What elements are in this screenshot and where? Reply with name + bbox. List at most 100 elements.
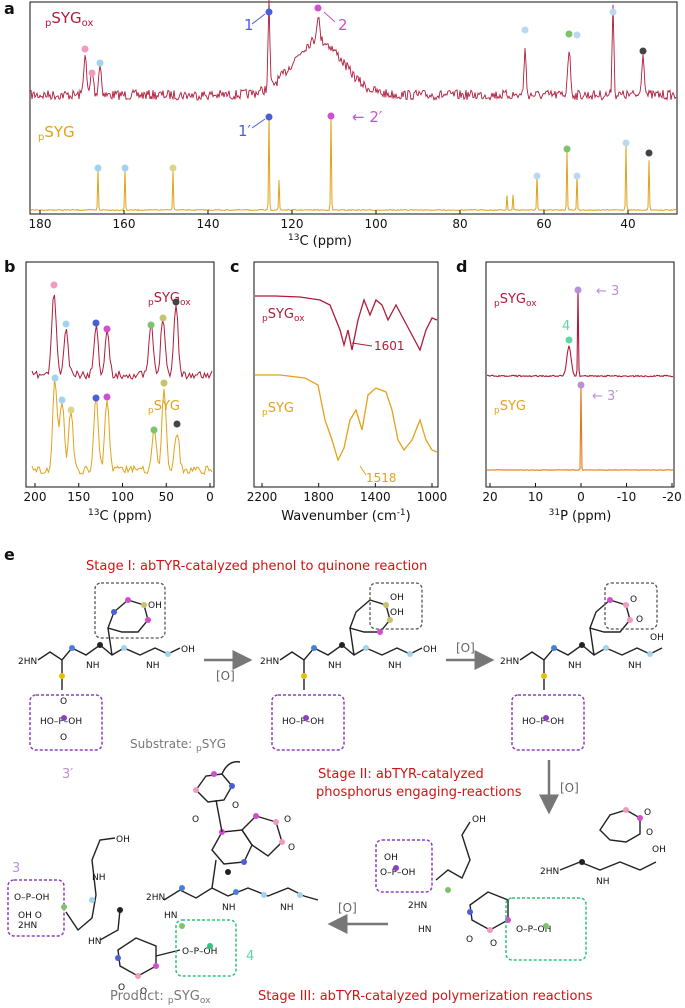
backbone-bond xyxy=(163,887,319,901)
chem-text: 2HN xyxy=(260,657,279,667)
marker-2-dot xyxy=(314,4,322,12)
peak-dot xyxy=(94,164,102,172)
marker-3-label: ← 3 xyxy=(596,284,619,299)
atom-dot xyxy=(233,889,239,895)
peak-dot xyxy=(609,8,617,16)
peak-dot xyxy=(521,26,529,34)
marker-3p-dot xyxy=(577,381,585,389)
peak-dot xyxy=(51,374,59,382)
peak-dot xyxy=(58,396,66,404)
panel-a: a pSYGox pSYG 1 2 1′ ← 2′ xyxy=(4,0,678,249)
atom-dot xyxy=(637,815,643,821)
panel-b-bottom-sample: pSYG xyxy=(148,399,180,416)
marker-1p-dot xyxy=(265,113,273,121)
peak-dot xyxy=(622,139,630,147)
chem-text: OH xyxy=(116,835,130,845)
wavy-bond xyxy=(221,761,241,775)
atom-dot xyxy=(623,602,629,608)
chem-text: O xyxy=(490,939,497,949)
peak-dot xyxy=(565,30,573,38)
peak-dot xyxy=(645,149,653,157)
atom-dot xyxy=(603,645,609,651)
backbone-bond xyxy=(435,821,471,881)
panel-d-bottom-sample: pSYG xyxy=(494,399,526,416)
atom-dot xyxy=(579,859,585,865)
chem-text: O xyxy=(646,828,653,838)
peak-dot xyxy=(92,394,100,402)
chem-text: NH xyxy=(222,903,236,913)
peak-dot xyxy=(92,319,100,327)
label-3: 3 xyxy=(12,861,20,876)
peak-dot xyxy=(81,45,89,53)
oxidant-2: [O] xyxy=(456,641,475,655)
chem-text: 2HN xyxy=(500,657,519,667)
peak-dot xyxy=(96,59,104,67)
chem-text: HO–P–OH xyxy=(522,717,564,727)
ring-link-bond xyxy=(215,799,223,833)
chem-text: O xyxy=(466,935,473,945)
atom-dot xyxy=(273,819,279,825)
atom-dot xyxy=(407,651,413,657)
substrate-caption: Substrate: pSYG xyxy=(130,737,226,754)
panel-c-top-sample: pSYGox xyxy=(262,307,305,324)
marker-2p-dot xyxy=(327,112,335,120)
stage-2-title-line1: Stage II: abTYR-catalyzed xyxy=(318,767,484,782)
axis-tick-label: 140 xyxy=(197,217,220,231)
chem-text: NH xyxy=(596,877,610,887)
chem-text: NH xyxy=(328,661,342,671)
atom-dot xyxy=(59,673,65,679)
chem-text: O–P–OH xyxy=(516,925,551,935)
panel-a-frame xyxy=(29,1,678,215)
aromatic-ring xyxy=(107,599,149,633)
peak-dot xyxy=(533,172,541,180)
atom-dot xyxy=(647,651,653,657)
chem-text: NH xyxy=(388,661,402,671)
atom-dot xyxy=(207,943,213,949)
side-chain-bond xyxy=(107,627,113,656)
marker-2p-label: ← 2′ xyxy=(352,108,383,126)
atom-dot xyxy=(607,597,613,603)
peak-dot xyxy=(563,145,571,153)
atom-dot xyxy=(69,645,75,651)
oxidant-4: [O] xyxy=(338,901,357,915)
panel-c: c pSYGox pSYG 1601 1518 2200 1800 1400 1000… xyxy=(230,257,447,524)
peak-dot xyxy=(573,172,581,180)
chem-text: OH xyxy=(390,593,404,603)
backbone-bond xyxy=(279,644,423,661)
backbone-bond xyxy=(37,644,181,661)
chem-text: NH xyxy=(280,903,294,913)
panel-b: b pSYGox pSYG 200 150 100 50 0 13C (ppm) xyxy=(4,257,215,524)
panel-a-top-spectrum xyxy=(30,0,677,101)
atom-dot xyxy=(339,642,345,648)
chem-text: NH xyxy=(86,661,100,671)
panel-d-xlabel: 31P (ppm) xyxy=(549,508,612,524)
chem-text: HN xyxy=(88,937,102,947)
atom-dot xyxy=(179,923,185,929)
peak-dot xyxy=(103,393,111,401)
marker-3p-label: ← 3′ xyxy=(592,389,618,404)
panel-a-bottom-spectrum xyxy=(30,114,677,212)
peak-dot xyxy=(159,314,167,322)
panel-d-ticks: 20 10 0 -10 -20 xyxy=(482,483,682,504)
panel-b-frame xyxy=(25,261,215,488)
atom-dot xyxy=(135,973,141,979)
atom-dot xyxy=(121,645,127,651)
molecule-quinone: 2HN NH NH OH O O HO–P–OH xyxy=(500,582,664,751)
atom-dot xyxy=(211,771,217,777)
axis-tick-label: 40 xyxy=(620,217,635,231)
peak-dot xyxy=(67,406,75,414)
side-chain-bond xyxy=(349,627,355,656)
axis-tick-label: 100 xyxy=(111,490,134,504)
chem-text: O xyxy=(140,987,147,997)
pyridine-ring xyxy=(117,937,157,977)
atom-dot xyxy=(303,715,309,721)
marker-2-arrow xyxy=(323,11,336,23)
pyridine-ring xyxy=(469,891,509,931)
atom-dot xyxy=(253,813,259,819)
panel-c-frame xyxy=(253,261,439,488)
catechol-box xyxy=(369,582,423,630)
quinone-ring xyxy=(599,809,641,843)
peak-dot xyxy=(50,281,58,289)
atom-dot xyxy=(279,839,285,845)
